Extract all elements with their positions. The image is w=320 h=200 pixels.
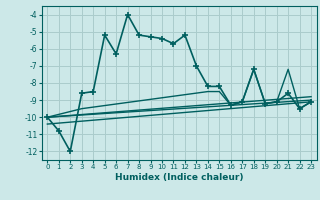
X-axis label: Humidex (Indice chaleur): Humidex (Indice chaleur) [115, 173, 244, 182]
